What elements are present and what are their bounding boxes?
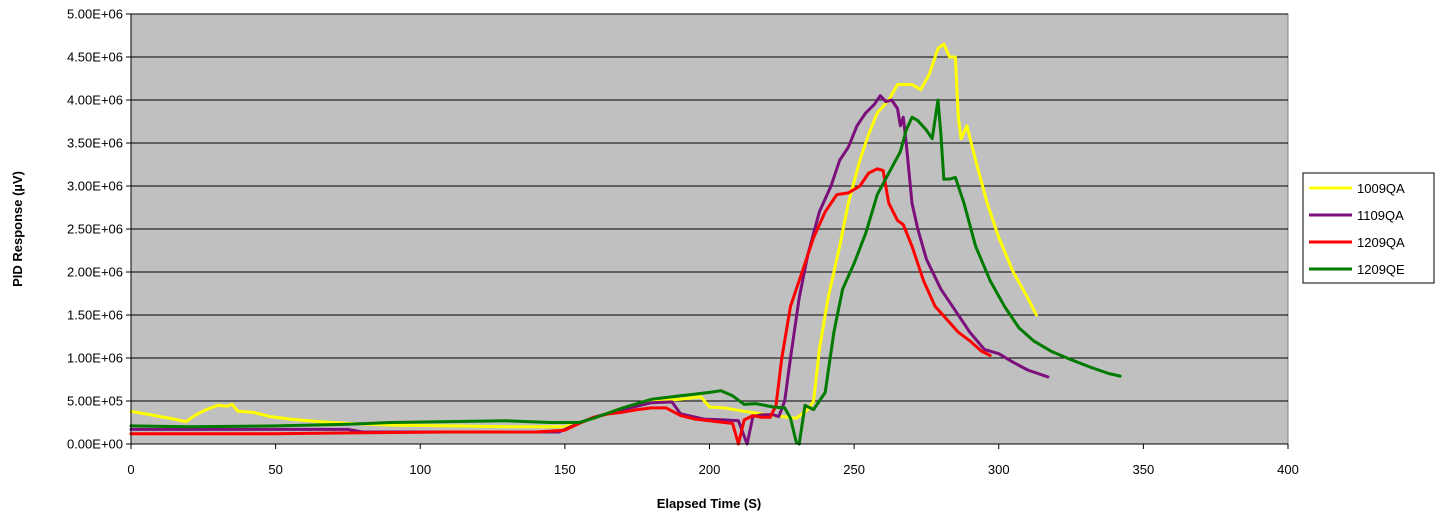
y-tick-label: 3.00E+06 [67,179,123,194]
y-tick-label: 4.00E+06 [67,93,123,108]
legend-box [1302,172,1435,284]
legend-label-1109QA: 1109QA [1357,208,1404,223]
x-tick-label: 50 [268,462,282,477]
y-tick-label: 2.00E+06 [67,265,123,280]
y-axis-ticks: 0.00E+00 5.00E+05 1.00E+06 1.50E+06 2.00E+06… [67,7,131,452]
x-tick-label: 250 [843,462,865,477]
x-axis-title: Elapsed Time (S) [657,496,762,511]
y-tick-label: 4.50E+06 [67,50,123,65]
legend-label-1209QE: 1209QE [1357,262,1405,277]
x-tick-label: 150 [554,462,576,477]
x-tick-label: 400 [1277,462,1299,477]
legend-label-1209QA: 1209QA [1357,235,1405,250]
x-axis-ticks: 0 50 100 150 200 250 300 350 400 [127,444,1299,477]
y-axis-title: PID Response (µV) [10,171,25,287]
x-tick-label: 350 [1133,462,1155,477]
legend-label-1009QA: 1009QA [1357,181,1405,196]
x-tick-label: 200 [699,462,721,477]
legend: 1009QA 1109QA 1209QA 1209QE [1302,172,1435,284]
x-tick-label: 0 [127,462,134,477]
y-tick-label: 2.50E+06 [67,222,123,237]
y-tick-label: 5.00E+05 [67,394,123,409]
series-line-1209QE [129,98,1122,446]
series-lines [129,42,1122,446]
x-tick-label: 100 [409,462,431,477]
y-tick-label: 1.00E+06 [67,351,123,366]
y-tick-label: 5.00E+06 [67,7,123,22]
y-tick-label: 0.00E+00 [67,437,123,452]
x-tick-label: 300 [988,462,1010,477]
y-tick-label: 1.50E+06 [67,308,123,323]
grid-lines [131,13,1288,402]
y-tick-label: 3.50E+06 [67,136,123,151]
